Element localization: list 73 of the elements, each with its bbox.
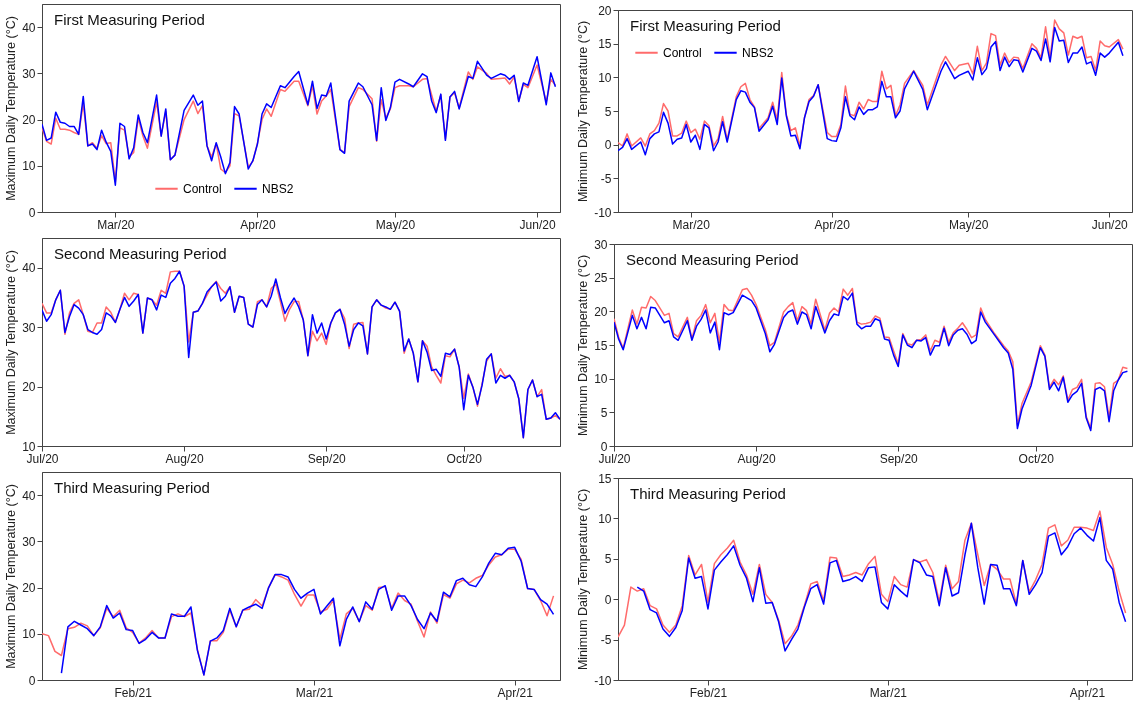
x-tick-label: Jul/20 — [598, 451, 631, 466]
y-tick-label: 25 — [594, 271, 608, 286]
legend-label: NBS2 — [742, 45, 774, 60]
y-axis-title: Minimum Daily Temperature (°C) — [576, 20, 591, 203]
x-tick-label: Feb/21 — [689, 685, 728, 700]
y-tick-label: 10 — [22, 159, 36, 174]
x-tick-label: Aug/20 — [165, 451, 204, 466]
x-tick-label: Apr/21 — [1069, 685, 1106, 700]
x-tick-label: Oct/20 — [1018, 451, 1055, 466]
x-tick-label: Apr/20 — [240, 217, 276, 232]
text: Third Measuring Period — [54, 479, 210, 496]
x-tick-label: Feb/21 — [114, 685, 153, 700]
y-tick-label: 0 — [600, 439, 608, 454]
x-tick-label: Apr/21 — [497, 685, 534, 700]
y-axis-title: Maximum Daily Temperature (°C) — [4, 16, 19, 201]
y-axis-title: Maximum Daily Temperature (°C) — [4, 250, 19, 435]
x-tick-label: May/20 — [949, 217, 989, 232]
y-tick-label: 15 — [598, 37, 612, 52]
y-tick-label: 20 — [22, 113, 36, 128]
text: Third Measuring Period — [630, 485, 786, 502]
y-tick-label: 20 — [22, 380, 36, 395]
x-tick-label: Jun/20 — [519, 217, 556, 232]
y-tick-label: 10 — [598, 70, 612, 85]
y-tick-label: 0 — [604, 138, 612, 153]
x-tick-label: Oct/20 — [446, 451, 483, 466]
y-tick-label: -10 — [594, 205, 612, 220]
y-tick-label: 5 — [604, 552, 612, 567]
y-tick-label: 10 — [22, 627, 36, 642]
y-tick-label: 10 — [22, 439, 36, 454]
x-tick-label: Mar/20 — [672, 217, 711, 232]
y-tick-label: 5 — [600, 405, 608, 420]
x-tick-label: Jul/20 — [26, 451, 59, 466]
x-tick-label: May/20 — [375, 217, 416, 232]
y-tick-label: 30 — [594, 237, 608, 252]
y-tick-label: 5 — [604, 104, 612, 119]
y-tick-label: 20 — [598, 3, 612, 18]
legend-label: NBS2 — [262, 181, 294, 196]
x-tick-label: Sep/20 — [307, 451, 347, 466]
x-tick-label: Sep/20 — [879, 451, 919, 466]
y-tick-label: 0 — [28, 673, 36, 688]
y-axis-title: Minimum Daily Temperature (°C) — [576, 254, 591, 437]
y-tick-label: 40 — [22, 261, 36, 276]
y-axis-title: Minimum Daily Temperature (°C) — [576, 488, 591, 671]
y-tick-label: 30 — [22, 66, 36, 81]
y-tick-label: 10 — [594, 372, 608, 387]
y-tick-label: 30 — [22, 534, 36, 549]
y-tick-label: 40 — [22, 20, 36, 35]
y-tick-label: -10 — [594, 673, 612, 688]
y-tick-label: 40 — [22, 488, 36, 503]
y-tick-label: 10 — [598, 511, 612, 526]
y-tick-label: 0 — [604, 592, 612, 607]
x-tick-label: Mar/21 — [295, 685, 334, 700]
y-tick-label: 20 — [22, 581, 36, 596]
y-tick-label: 30 — [22, 320, 36, 335]
x-tick-label: Mar/21 — [869, 685, 908, 700]
y-tick-label: 0 — [28, 205, 36, 220]
x-tick-label: Aug/20 — [737, 451, 776, 466]
text: First Measuring Period — [54, 11, 205, 28]
y-tick-label: 15 — [594, 338, 608, 353]
chart-title: Second Measuring Period — [54, 245, 227, 262]
y-tick-label: 15 — [598, 471, 612, 486]
legend-label: Control — [663, 45, 702, 60]
y-axis-title: Maximum Daily Temperature (°C) — [4, 484, 19, 669]
legend-label: Control — [183, 181, 222, 196]
chart-title: Second Measuring Period — [626, 251, 799, 268]
y-tick-label: 20 — [594, 304, 608, 319]
chart-title: First Measuring Period — [630, 17, 781, 34]
y-tick-label: -5 — [600, 633, 612, 648]
line-series — [42, 270, 560, 439]
y-tick-label: -5 — [600, 171, 612, 186]
x-tick-label: Jun/20 — [1091, 217, 1129, 232]
x-tick-label: Apr/20 — [814, 217, 851, 232]
x-tick-label: Mar/20 — [97, 217, 135, 232]
